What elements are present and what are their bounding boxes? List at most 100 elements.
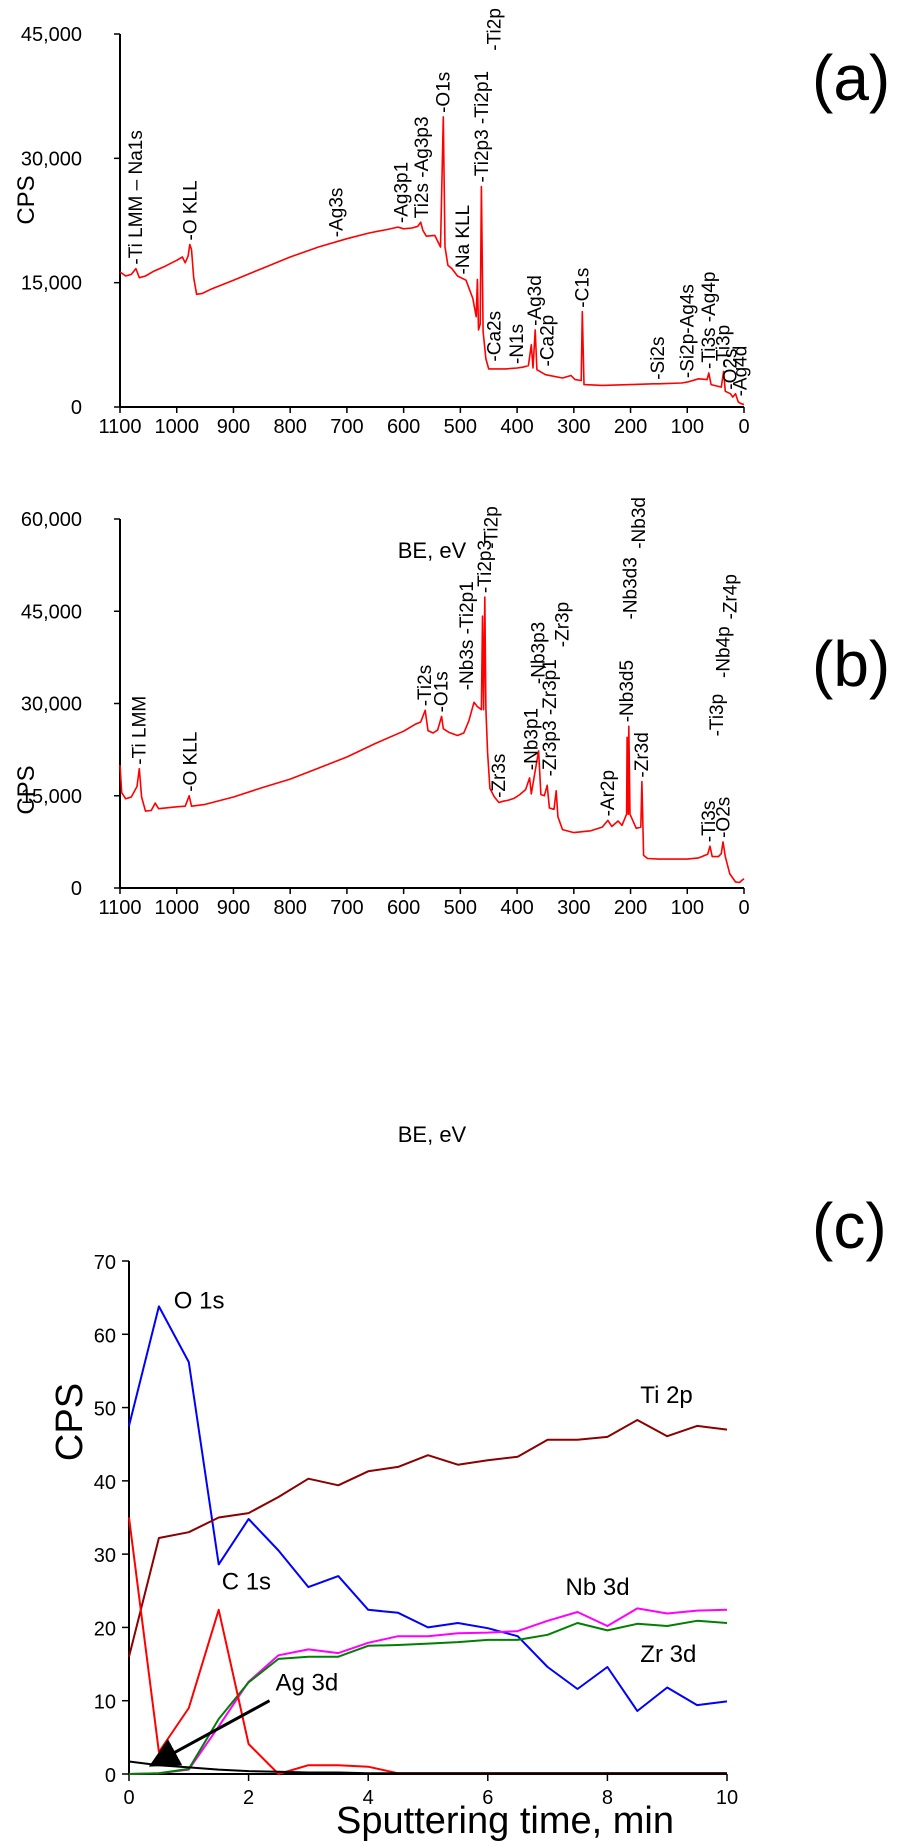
panel-a-peak-label: -Ti2p bbox=[484, 8, 505, 51]
panel-a-x-tick-label: 400 bbox=[500, 416, 533, 438]
panel-a-peak-label: -O KLL bbox=[180, 180, 201, 240]
panel-a-x-tick-label: 1000 bbox=[154, 416, 199, 438]
panel-c-x-tick-label: 2 bbox=[243, 1787, 254, 1809]
panel-b-peak-label: -Nb4p bbox=[714, 626, 735, 678]
panel-a-peak-label: -Ti2p3 -Ti2p1 bbox=[472, 71, 493, 183]
panel-b-x-tick-label: 900 bbox=[217, 897, 250, 919]
panel-a-y-tick-label: 45,000 bbox=[21, 24, 82, 46]
panel-b-y-tick-label: 30,000 bbox=[21, 694, 82, 716]
panel-a-x-tick-label: 0 bbox=[738, 416, 749, 438]
panel-a-x-tick-label: 900 bbox=[217, 416, 250, 438]
panel-a-spectrum-line bbox=[119, 116, 745, 406]
panel-c-y-tick-label: 10 bbox=[94, 1692, 116, 1714]
panel-b-peak-label: -Nb3d bbox=[629, 497, 650, 549]
panel-a-peak-label: -C1s bbox=[572, 268, 593, 308]
panel-b-peak-label: -Ti3s bbox=[699, 801, 720, 843]
panel-b-peak-label: -O KLL bbox=[180, 732, 201, 792]
panel-b-x-tick-label: 200 bbox=[614, 897, 647, 919]
panel-b-x-tick-label: 600 bbox=[387, 897, 420, 919]
panel-b-x-tick-label: 300 bbox=[557, 897, 590, 919]
series-label-nb-3d: Nb 3d bbox=[566, 1574, 630, 1601]
series-line-c-1s bbox=[128, 1517, 727, 1775]
panel-c-x-tick-label: 4 bbox=[363, 1787, 374, 1809]
panel-b-peak-label: -Nb3p1 bbox=[521, 708, 542, 770]
panel-a-ylabel: CPS bbox=[13, 175, 40, 224]
panel-b-peak-label: -Ar2p bbox=[598, 770, 619, 816]
panel-c-depth-profile: 0 2 4 6 8 10 0 10 20 30 40 50 60 70 O 1s Ti 2p C 1s Nb 3d… bbox=[94, 1252, 738, 1809]
panel-b-peak-label: -Ti3p bbox=[707, 694, 728, 737]
series-label-c-1s: C 1s bbox=[222, 1568, 271, 1595]
panel-a-x-tick-label: 200 bbox=[614, 416, 647, 438]
series-label-ag-3d: Ag 3d bbox=[276, 1670, 339, 1697]
panel-b-y-tick-label: 0 bbox=[71, 878, 82, 900]
panel-c-y-tick-label: 50 bbox=[94, 1399, 116, 1421]
panel-a-y-tick-label: 30,000 bbox=[21, 148, 82, 170]
panel-a-x-tick-label: 600 bbox=[387, 416, 420, 438]
panel-b-xlabel: BE, eV bbox=[398, 1122, 467, 1147]
panel-b-survey-spectrum: 1100 1000 900 800 700 600 500 400 300 200 100 0015,… bbox=[21, 497, 750, 919]
panel-a-x-tick-label: 800 bbox=[273, 416, 306, 438]
panel-b-peak-label: -Ti2p bbox=[482, 506, 503, 549]
panel-b-peak-label: -Nb3p3 bbox=[529, 622, 550, 684]
panel-a-peak-label: -Ti3p bbox=[714, 325, 735, 368]
panel-c-xlabel: Sputtering time, min bbox=[336, 1800, 674, 1842]
panel-a-peak-label: -O2s bbox=[720, 349, 741, 390]
panel-a-peak-label: -Ti LMM – Na1s bbox=[126, 130, 147, 264]
panel-a-letter: (a) bbox=[812, 42, 890, 114]
panel-b-peak-label: -Ti LMM bbox=[129, 696, 150, 765]
panel-b-peak-label: -Ti2p3 bbox=[475, 540, 496, 593]
panel-a-y-tick-label: 0 bbox=[71, 397, 82, 419]
series-line-nb-3d bbox=[128, 1607, 728, 1775]
series-line-o-1s bbox=[128, 1305, 728, 1712]
panel-b-x-tick-label: 100 bbox=[671, 897, 704, 919]
panel-c-x-tick-label: 10 bbox=[716, 1787, 738, 1809]
panel-a-peak-label: -Ag3s bbox=[327, 188, 348, 238]
panel-c-y-tick-label: 0 bbox=[105, 1765, 116, 1787]
panel-a-peak-label: -Si2s bbox=[648, 337, 669, 380]
panel-b-peak-label: -Nb3s -Ti2p1 bbox=[457, 581, 478, 690]
panel-c-ylabel: CPS bbox=[49, 1383, 91, 1461]
panel-a-survey-spectrum: 1100 1000 900 800 700 600 500 400 300 200 100 0015,… bbox=[21, 8, 752, 438]
panel-b-peak-label: -Zr3s bbox=[489, 754, 510, 798]
panel-c-y-tick-label: 70 bbox=[94, 1252, 116, 1274]
panel-a-peak-label: -Ca2p bbox=[538, 315, 559, 367]
panel-a-x-tick-label: 700 bbox=[330, 416, 363, 438]
panel-b-x-tick-label: 1100 bbox=[98, 897, 141, 919]
panel-b-y-tick-label: 45,000 bbox=[21, 601, 82, 623]
panel-b-y-tick-label: 15,000 bbox=[21, 786, 82, 808]
panel-b-x-tick-label: 500 bbox=[444, 897, 477, 919]
panel-a-peak-label: Ti2s -Ag3p3 bbox=[412, 116, 433, 218]
panel-c-letter: (c) bbox=[812, 1190, 887, 1262]
panel-b-y-tick-label: 60,000 bbox=[21, 509, 82, 531]
panel-a-peak-label: -N1s bbox=[507, 324, 528, 364]
series-line-ag-3d bbox=[128, 1760, 727, 1775]
panel-a-peak-label: -Ag4d bbox=[731, 346, 752, 397]
panel-a-xlabel: BE, eV bbox=[398, 538, 467, 563]
panel-b-x-tick-label: 0 bbox=[738, 897, 749, 919]
panel-b-peak-label: -Nb3d3 bbox=[621, 557, 642, 619]
panel-b-peak-label: -Ti2s bbox=[415, 665, 436, 707]
panel-a-peak-label: -Ag3d bbox=[525, 275, 546, 326]
panel-b-peak-label: -Nb3d5 bbox=[617, 660, 638, 722]
series-label-o-1s: O 1s bbox=[174, 1288, 225, 1315]
panel-a-peak-label: -Ca2s bbox=[484, 311, 505, 362]
panel-b-peak-label: -Zr4p bbox=[720, 574, 741, 619]
panel-b-peak-label: -Zr3p bbox=[553, 602, 574, 647]
panel-b-peak-label: -O1s bbox=[432, 671, 453, 712]
panel-a-peak-label: -O1s bbox=[433, 72, 454, 113]
panel-c-x-tick-label: 6 bbox=[482, 1787, 493, 1809]
panel-b-letter: (b) bbox=[812, 628, 890, 700]
panel-b-peak-label: -Zr3p3 -Zr3p1 bbox=[540, 659, 561, 776]
panel-a-x-tick-label: 100 bbox=[671, 416, 704, 438]
panel-b-ylabel: CPS bbox=[13, 765, 40, 814]
panel-c-y-tick-label: 60 bbox=[94, 1325, 116, 1347]
panel-c-y-tick-label: 40 bbox=[94, 1472, 116, 1494]
panel-a-x-tick-label: 300 bbox=[557, 416, 590, 438]
panel-b-x-tick-label: 1000 bbox=[154, 897, 199, 919]
panel-b-peak-label: -O2s bbox=[714, 797, 735, 838]
series-line-ti-2p bbox=[128, 1419, 728, 1657]
panel-c-x-tick-label: 0 bbox=[123, 1787, 134, 1809]
panel-b-x-tick-label: 800 bbox=[273, 897, 306, 919]
panel-b-peak-label: -Zr3d bbox=[632, 732, 653, 777]
panel-c-y-tick-label: 30 bbox=[94, 1545, 116, 1567]
